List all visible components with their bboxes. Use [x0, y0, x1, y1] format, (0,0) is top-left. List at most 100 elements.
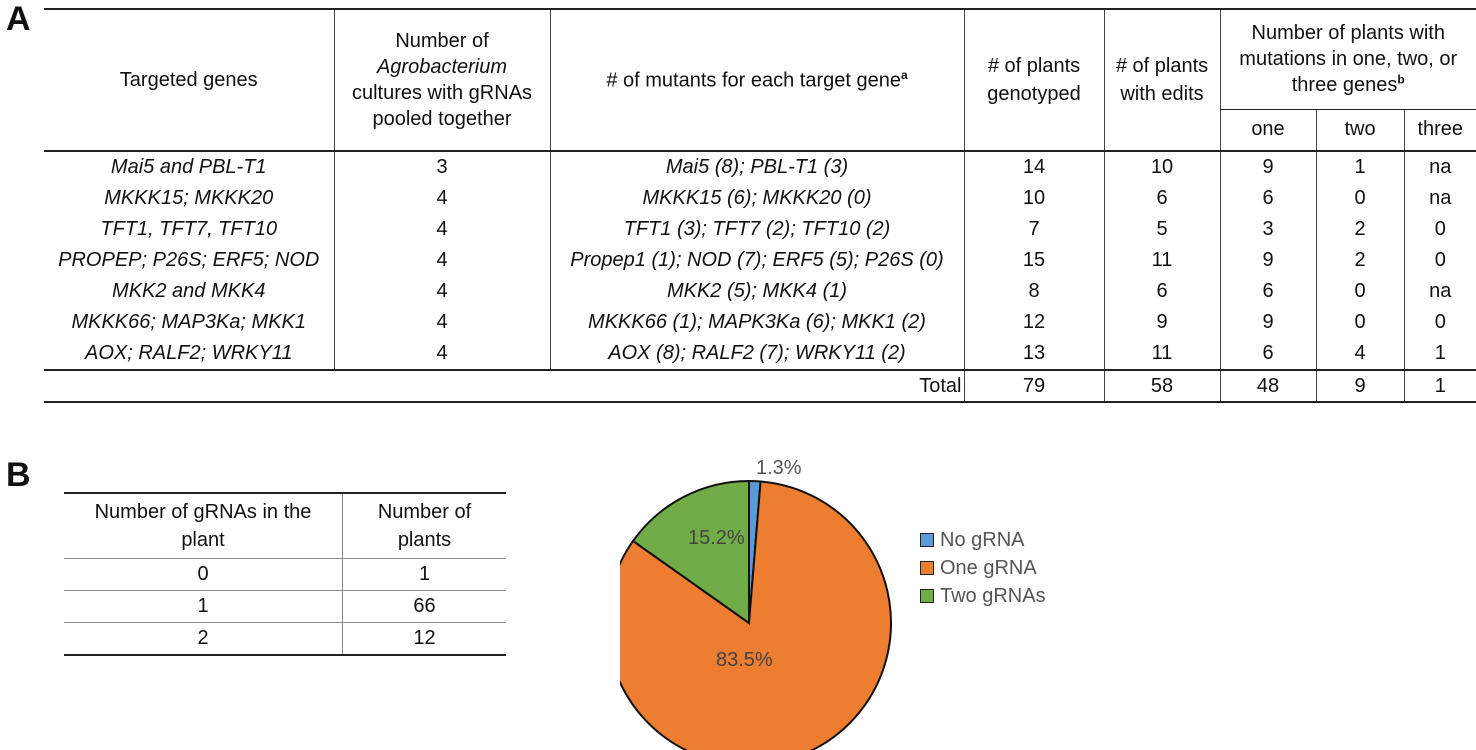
- cell-one: 9: [1219, 151, 1316, 183]
- cell-cultures: 4: [333, 183, 550, 214]
- header-edits: # of plants with edits: [1103, 9, 1220, 152]
- legend-label: One gRNA: [940, 556, 1037, 579]
- cell-three: 0: [1403, 245, 1476, 276]
- cell-grnas: 1: [64, 590, 343, 623]
- panel-label-a: A: [6, 0, 31, 38]
- cell-genes: PROPEP; P26S; ERF5; NOD: [58, 249, 320, 271]
- legend-swatch-blue: [920, 533, 934, 547]
- total-one: 48: [1219, 370, 1316, 403]
- cell-two: 2: [1315, 245, 1404, 276]
- header-three: three: [1403, 109, 1476, 152]
- cell-plants: 12: [342, 622, 506, 656]
- cell-cultures: 4: [333, 245, 550, 276]
- cell-grnas: 0: [64, 558, 343, 591]
- cell-edits: 6: [1103, 276, 1220, 307]
- cell-one: 6: [1219, 183, 1316, 214]
- cell-edits: 6: [1103, 183, 1220, 214]
- legend-item-two-grnas: Two gRNAs: [920, 582, 1046, 610]
- cell-genes: Mai5 and PBL-T1: [110, 156, 267, 178]
- header-mutants: # of mutants for each target genea: [549, 9, 964, 152]
- cell-genotyped: 8: [963, 276, 1104, 307]
- legend-swatch-green: [920, 589, 934, 603]
- cell-genes: TFT1, TFT7, TFT10: [100, 218, 278, 240]
- total-genotyped: 79: [963, 370, 1104, 403]
- cell-genotyped: 14: [963, 151, 1104, 183]
- table-row: MKK2 and MKK4 4 MKK2 (5); MKK4 (1) 8 6 6…: [44, 276, 1476, 307]
- cell-three: na: [1403, 276, 1476, 307]
- cell-edits: 11: [1103, 338, 1220, 370]
- cell-cultures: 3: [333, 151, 550, 183]
- cell-cultures: 4: [333, 307, 550, 338]
- cell-edits: 11: [1103, 245, 1220, 276]
- panel-label-b: B: [6, 456, 31, 494]
- legend-label: Two gRNAs: [940, 584, 1046, 607]
- legend-item-no-grna: No gRNA: [920, 526, 1046, 554]
- cell-mutants: Mai5 (8); PBL-T1 (3): [549, 151, 964, 183]
- header-genotyped: # of plants genotyped: [963, 9, 1104, 152]
- cell-genotyped: 12: [963, 307, 1104, 338]
- cell-one: 9: [1219, 245, 1316, 276]
- table-row: TFT1, TFT7, TFT10 4 TFT1 (3); TFT7 (2); …: [44, 214, 1476, 245]
- cell-genes: MKK2 and MKK4: [112, 280, 266, 302]
- cell-cultures: 4: [333, 276, 550, 307]
- cell-two: 4: [1315, 338, 1404, 370]
- table-row: AOX; RALF2; WRKY11 4 AOX (8); RALF2 (7);…: [44, 338, 1476, 370]
- table-row: MKKK15; MKKK20 4 MKKK15 (6); MKKK20 (0) …: [44, 183, 1476, 214]
- pie-label-two-grnas: 15.2%: [688, 527, 745, 549]
- cell-two: 1: [1315, 151, 1404, 183]
- table-row: 0 1: [64, 558, 506, 591]
- legend-swatch-orange: [920, 561, 934, 575]
- legend-item-one-grna: One gRNA: [920, 554, 1046, 582]
- total-edits: 58: [1103, 370, 1220, 403]
- cell-mutants: Propep1 (1); NOD (7); ERF5 (5); P26S (0): [549, 245, 964, 276]
- cell-three: na: [1403, 151, 1476, 183]
- cell-two: 2: [1315, 214, 1404, 245]
- cell-mutants: AOX (8); RALF2 (7); WRKY11 (2): [549, 338, 964, 370]
- cell-three: na: [1403, 183, 1476, 214]
- total-row: Total 79 58 48 9 1: [44, 370, 1476, 403]
- cell-mutants: MKKK66 (1); MAPK3Ka (6); MKK1 (2): [549, 307, 964, 338]
- cell-one: 6: [1219, 276, 1316, 307]
- pie-slice: [631, 479, 750, 625]
- cell-two: 0: [1315, 183, 1404, 214]
- cell-one: 6: [1219, 338, 1316, 370]
- grna-count-table: Number of gRNAs in the plant Number of pla…: [64, 492, 506, 656]
- cell-three: 0: [1403, 214, 1476, 245]
- header-multi-gene: Number of plants with mutations in one, …: [1219, 9, 1476, 110]
- cell-cultures: 4: [333, 338, 550, 370]
- cell-two: 0: [1315, 307, 1404, 338]
- table-row: 1 66: [64, 590, 506, 623]
- header-grnas: Number of gRNAs in the plant: [64, 493, 343, 559]
- pie-label-no-grna: 1.3%: [756, 460, 802, 479]
- pie-slice: [620, 480, 892, 750]
- header-one: one: [1219, 109, 1316, 152]
- cell-mutants: MKK2 (5); MKK4 (1): [549, 276, 964, 307]
- cell-plants: 66: [342, 590, 506, 623]
- pie-legend: No gRNA One gRNA Two gRNAs: [920, 526, 1046, 610]
- cell-mutants: MKKK15 (6); MKKK20 (0): [549, 183, 964, 214]
- header-cultures: Number of Agrobacterium cultures with gR…: [333, 9, 550, 152]
- table-row: 2 12: [64, 622, 506, 656]
- cell-one: 3: [1219, 214, 1316, 245]
- cell-edits: 9: [1103, 307, 1220, 338]
- cell-genotyped: 15: [963, 245, 1104, 276]
- pie-slices: [620, 479, 892, 750]
- header-targeted-genes: Targeted genes: [44, 9, 334, 152]
- total-three: 1: [1403, 370, 1476, 403]
- cell-cultures: 4: [333, 214, 550, 245]
- total-two: 9: [1315, 370, 1404, 403]
- cell-two: 0: [1315, 276, 1404, 307]
- cell-edits: 10: [1103, 151, 1220, 183]
- cell-genes: MKKK15; MKKK20: [104, 187, 274, 209]
- cell-three: 0: [1403, 307, 1476, 338]
- grna-pie-chart: 1.3% 15.2% 83.5%: [620, 460, 892, 750]
- cell-edits: 5: [1103, 214, 1220, 245]
- total-label: Total: [44, 370, 964, 403]
- cell-three: 1: [1403, 338, 1476, 370]
- table-row: PROPEP; P26S; ERF5; NOD 4 Propep1 (1); N…: [44, 245, 1476, 276]
- cell-plants: 1: [342, 558, 506, 591]
- pie-label-one-grna: 83.5%: [716, 649, 773, 671]
- cell-mutants: TFT1 (3); TFT7 (2); TFT10 (2): [549, 214, 964, 245]
- cell-genotyped: 10: [963, 183, 1104, 214]
- cell-grnas: 2: [64, 622, 343, 656]
